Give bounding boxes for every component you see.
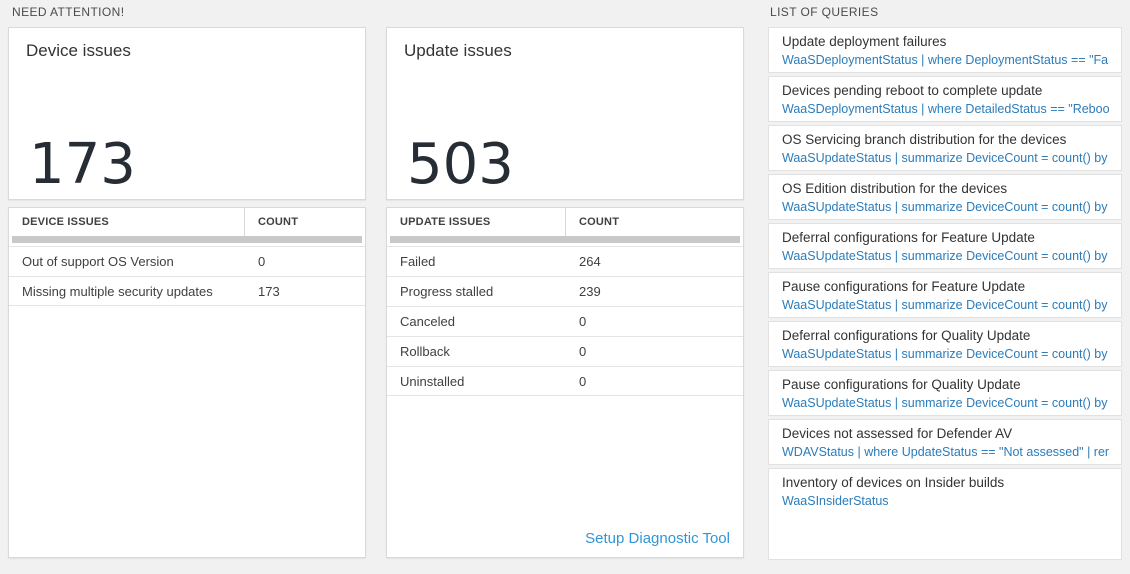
query-code: WaaSDeploymentStatus | where DetailedSta… [782,102,1109,116]
query-item-update-deployment-failures[interactable]: Update deployment failures WaaSDeploymen… [768,27,1122,73]
query-title: Deferral configurations for Quality Upda… [782,328,1031,343]
query-item-insider-builds-inventory[interactable]: Inventory of devices on Insider builds W… [768,468,1122,560]
row-label: Canceled [400,314,455,329]
row-label: Uninstalled [400,373,465,389]
device-issues-column: Device issues 173 DEVICE ISSUES COUNT Ou… [8,27,366,558]
query-title: Update deployment failures [782,34,947,49]
query-item-deferral-quality-update[interactable]: Deferral configurations for Quality Upda… [768,321,1122,367]
need-attention-header: NEED ATTENTION! [12,5,125,19]
update-table-rows: Failed 264 Progress stalled 239 Canceled… [387,243,743,396]
query-item-deferral-feature-update[interactable]: Deferral configurations for Feature Upda… [768,223,1122,269]
table-row[interactable]: Missing multiple security updates 173 [9,276,365,306]
update-issues-count: 503 [407,131,514,197]
query-code: WaaSUpdateStatus | summarize DeviceCount… [782,249,1109,263]
update-table-header-count: COUNT [579,216,620,228]
query-title: Deferral configurations for Feature Upda… [782,230,1035,245]
query-item-devices-pending-reboot[interactable]: Devices pending reboot to complete updat… [768,76,1122,122]
device-table-header-issues: DEVICE ISSUES [9,208,245,236]
device-table-rows: Out of support OS Version 0 Missing mult… [9,243,365,306]
query-title: Pause configurations for Quality Update [782,377,1021,392]
queries-list: Update deployment failures WaaSDeploymen… [768,27,1122,560]
update-issues-title: Update issues [404,41,512,60]
query-item-pause-feature-update[interactable]: Pause configurations for Feature Update … [768,272,1122,318]
horizontal-scrollbar[interactable] [390,236,740,243]
query-code: WDAVStatus | where UpdateStatus == "Not … [782,445,1109,459]
setup-diagnostic-tool-link[interactable]: Setup Diagnostic Tool [585,530,730,547]
table-row[interactable]: Failed 264 [387,246,743,276]
query-item-os-servicing-branch[interactable]: OS Servicing branch distribution for the… [768,125,1122,171]
query-title: Devices not assessed for Defender AV [782,426,1013,441]
query-item-defender-av-not-assessed[interactable]: Devices not assessed for Defender AV WDA… [768,419,1122,465]
update-issues-tile[interactable]: Update issues 503 [386,27,744,200]
list-of-queries-header: LIST OF QUERIES [770,5,879,19]
query-code: WaaSUpdateStatus | summarize DeviceCount… [782,298,1109,312]
query-title: Inventory of devices on Insider builds [782,475,1005,490]
query-item-pause-quality-update[interactable]: Pause configurations for Quality Update … [768,370,1122,416]
row-count: 173 [258,283,280,299]
row-label: Progress stalled [400,284,494,299]
update-issues-table: UPDATE ISSUES COUNT Failed 264 Progress … [386,207,744,558]
device-table-header-count: COUNT [258,216,299,228]
query-code: WaaSUpdateStatus | summarize DeviceCount… [782,396,1109,410]
update-table-header: UPDATE ISSUES COUNT [387,208,743,236]
row-label: Out of support OS Version [22,254,174,269]
table-row[interactable]: Rollback 0 [387,336,743,366]
horizontal-scrollbar[interactable] [12,236,362,243]
row-label: Missing multiple security updates [22,283,213,299]
device-issues-tile[interactable]: Device issues 173 [8,27,366,200]
query-item-os-edition-distribution[interactable]: OS Edition distribution for the devices … [768,174,1122,220]
row-label: Failed [400,254,436,269]
table-row[interactable]: Canceled 0 [387,306,743,336]
query-code: WaaSInsiderStatus [782,494,889,508]
table-row[interactable]: Uninstalled 0 [387,366,743,396]
device-issues-count: 173 [29,131,136,197]
update-issues-column: Update issues 503 UPDATE ISSUES COUNT Fa… [386,27,744,558]
row-count: 264 [579,254,601,269]
query-code: WaaSUpdateStatus | summarize DeviceCount… [782,347,1109,361]
row-count: 0 [258,254,266,269]
device-issues-title: Device issues [26,41,131,60]
device-table-header: DEVICE ISSUES COUNT [9,208,365,236]
row-count: 0 [579,344,587,359]
table-row[interactable]: Out of support OS Version 0 [9,246,365,276]
row-count: 0 [579,373,587,389]
row-count: 0 [579,314,587,329]
query-code: WaaSDeploymentStatus | where DeploymentS… [782,53,1109,67]
device-issues-table: DEVICE ISSUES COUNT Out of support OS Ve… [8,207,366,558]
query-code: WaaSUpdateStatus | summarize DeviceCount… [782,200,1109,214]
query-title: Devices pending reboot to complete updat… [782,83,1043,98]
table-row[interactable]: Progress stalled 239 [387,276,743,306]
row-label: Rollback [400,344,450,359]
row-count: 239 [579,284,601,299]
update-table-header-issues: UPDATE ISSUES [387,208,566,236]
query-title: OS Edition distribution for the devices [782,181,1008,196]
query-code: WaaSUpdateStatus | summarize DeviceCount… [782,151,1109,165]
query-title: Pause configurations for Feature Update [782,279,1026,294]
query-title: OS Servicing branch distribution for the… [782,132,1067,147]
